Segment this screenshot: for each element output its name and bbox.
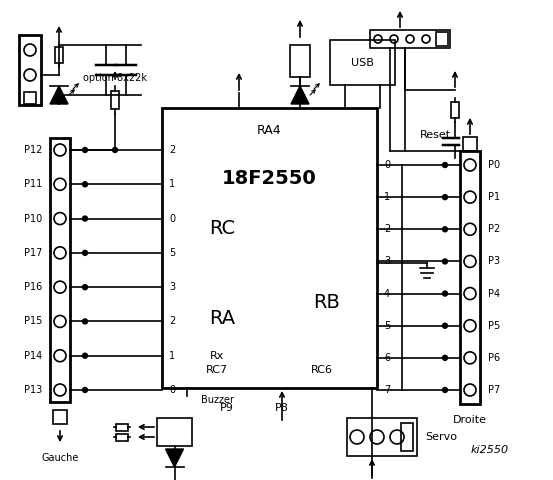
Bar [19, 35, 41, 105]
Circle shape [82, 353, 87, 358]
Text: RB: RB [314, 293, 341, 312]
Text: P8: P8 [275, 403, 289, 413]
Text: 2: 2 [384, 224, 390, 234]
Text: 0: 0 [169, 214, 175, 224]
Bar [116, 423, 128, 431]
Text: Rx: Rx [210, 351, 224, 361]
Bar [451, 102, 459, 118]
Text: P16: P16 [24, 282, 42, 292]
Circle shape [82, 216, 87, 221]
Bar [157, 418, 192, 446]
Text: 6: 6 [384, 353, 390, 363]
Text: 3: 3 [169, 282, 175, 292]
Circle shape [442, 163, 447, 168]
Circle shape [442, 387, 447, 393]
Text: RA: RA [209, 309, 235, 327]
Bar [290, 45, 310, 77]
Text: P14: P14 [24, 351, 42, 360]
Bar [162, 108, 377, 388]
Text: Gauche: Gauche [41, 453, 79, 463]
Text: option 8x22k: option 8x22k [83, 73, 147, 83]
Text: 4: 4 [384, 288, 390, 299]
Bar [401, 423, 413, 451]
Text: P1: P1 [488, 192, 500, 202]
Bar [330, 40, 395, 85]
Text: 0: 0 [169, 385, 175, 395]
Bar [463, 137, 477, 151]
Text: 2: 2 [169, 145, 175, 155]
Text: RC7: RC7 [206, 365, 228, 375]
Bar [347, 418, 417, 456]
Text: Buzzer: Buzzer [201, 395, 233, 405]
Circle shape [442, 323, 447, 328]
Bar [111, 91, 119, 109]
Text: P5: P5 [488, 321, 500, 331]
Text: 1: 1 [169, 351, 175, 360]
Text: RC: RC [209, 218, 235, 238]
Circle shape [442, 291, 447, 296]
Text: 2: 2 [169, 316, 175, 326]
Text: 5: 5 [169, 248, 175, 258]
Text: P7: P7 [488, 385, 500, 395]
Polygon shape [291, 86, 309, 104]
Text: P4: P4 [488, 288, 500, 299]
Circle shape [112, 147, 117, 153]
Text: P3: P3 [488, 256, 500, 266]
Text: 18F2550: 18F2550 [222, 168, 317, 188]
Text: P13: P13 [24, 385, 42, 395]
Bar [370, 30, 450, 48]
Text: Reset: Reset [420, 130, 451, 140]
Text: P9: P9 [220, 403, 234, 413]
Text: ki2550: ki2550 [471, 445, 509, 455]
Text: Servo: Servo [425, 432, 457, 442]
Circle shape [442, 259, 447, 264]
Bar [116, 433, 128, 441]
Circle shape [442, 227, 447, 232]
Polygon shape [50, 86, 68, 104]
Bar [55, 47, 63, 63]
Text: 1: 1 [384, 192, 390, 202]
Text: P11: P11 [24, 180, 42, 189]
Polygon shape [165, 449, 184, 467]
Bar [24, 92, 36, 104]
Text: 1: 1 [169, 180, 175, 189]
Text: RA4: RA4 [257, 123, 282, 136]
Text: P12: P12 [24, 145, 42, 155]
Circle shape [82, 319, 87, 324]
Text: 0: 0 [384, 160, 390, 170]
Circle shape [82, 387, 87, 393]
Text: P17: P17 [24, 248, 42, 258]
Circle shape [82, 285, 87, 289]
Bar [436, 32, 448, 46]
Text: P6: P6 [488, 353, 500, 363]
Text: P0: P0 [488, 160, 500, 170]
Text: RC6: RC6 [311, 365, 333, 375]
Circle shape [82, 147, 87, 153]
Circle shape [442, 355, 447, 360]
Text: 7: 7 [384, 385, 390, 395]
Circle shape [442, 195, 447, 200]
Bar [53, 410, 67, 424]
Text: Droite: Droite [453, 415, 487, 425]
Text: 5: 5 [384, 321, 390, 331]
Bar [460, 151, 480, 404]
Text: USB: USB [351, 58, 374, 68]
Circle shape [82, 182, 87, 187]
Text: P10: P10 [24, 214, 42, 224]
Text: P15: P15 [24, 316, 42, 326]
Bar [50, 138, 70, 402]
Text: 3: 3 [384, 256, 390, 266]
Circle shape [82, 251, 87, 255]
Text: P2: P2 [488, 224, 500, 234]
